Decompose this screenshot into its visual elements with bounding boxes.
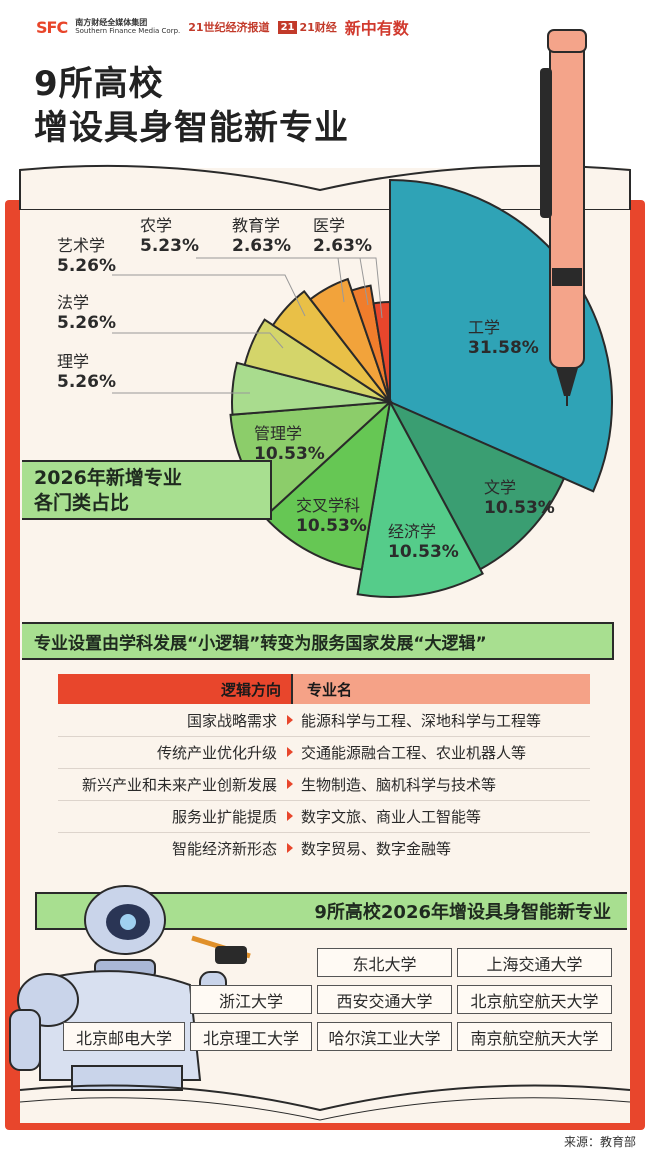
pie-label-name: 理学 xyxy=(57,352,90,371)
university-nuaa: 南京航空航天大学 xyxy=(457,1022,612,1051)
pie-label-jingjixue: 经济学 10.53% xyxy=(388,522,459,562)
pie-label-value: 5.26% xyxy=(57,372,116,392)
pie-label-value: 2.63% xyxy=(313,236,372,256)
pie-label-name: 艺术学 xyxy=(57,236,106,255)
21caijing-logo: 21财经 xyxy=(299,21,337,34)
pie-slice-6 xyxy=(243,318,391,403)
book-bottom-curve xyxy=(19,1084,631,1121)
pie-slice-1 xyxy=(387,399,566,571)
pen-icon xyxy=(540,29,587,406)
arrow-right-icon xyxy=(287,811,293,821)
pie-label-yixue: 医学 2.63% xyxy=(313,216,372,256)
title-line-2: 增设具身智能新专业 xyxy=(34,108,349,148)
university-dongbei: 东北大学 xyxy=(317,948,452,977)
header-majors: 专业名 xyxy=(291,674,590,704)
pie-label-value: 5.23% xyxy=(140,236,199,256)
row-majors: 数字贸易、数字金融等 xyxy=(301,839,452,858)
header-direction: 逻辑方向 xyxy=(58,674,291,704)
pie-section-banner: 2026年新增专业 各门类占比 xyxy=(22,460,272,520)
pie-label-gongxue: 工学 31.58% xyxy=(468,318,539,358)
pie-label-name: 管理学 xyxy=(254,424,303,443)
pie-label-value: 5.26% xyxy=(57,313,116,333)
pie-label-faxue: 法学 5.26% xyxy=(57,293,116,333)
row-direction: 智能经济新形态 xyxy=(171,839,277,858)
row-direction: 传统产业优化升级 xyxy=(156,743,277,762)
pie-label-wenxue: 文学 10.53% xyxy=(484,478,555,518)
row-majors: 生物制造、脑机科学与技术等 xyxy=(301,775,497,794)
pie-slice-2 xyxy=(356,398,484,598)
arrow-right-icon xyxy=(287,715,293,725)
university-beihang: 北京航空航天大学 xyxy=(457,985,612,1014)
pie-banner-line-1: 2026年新增专业 xyxy=(34,467,182,489)
sfc-logo: SFC xyxy=(36,17,68,37)
logic-table-header: 逻辑方向 专业名 xyxy=(58,674,590,704)
robot-icon xyxy=(9,885,251,1091)
sfc-logo-text: 南方财经全媒体集团 Southern Finance Media Corp. xyxy=(75,18,180,36)
pie-label-nongxue: 农学 5.23% xyxy=(140,216,199,256)
pie-slice-7 xyxy=(271,289,391,403)
title-line-1: 9所高校 xyxy=(34,64,164,104)
pie-label-jiaochaxueke: 交叉学科 10.53% xyxy=(296,496,367,536)
pie-label-value: 5.26% xyxy=(57,256,116,276)
table-row: 服务业扩能提质 数字文旅、商业人工智能等 xyxy=(58,800,590,833)
pie-label-value: 2.63% xyxy=(232,236,291,256)
pie-label-name: 教育学 xyxy=(232,216,281,235)
arrow-right-icon xyxy=(287,779,293,789)
row-direction: 国家战略需求 xyxy=(186,711,277,730)
pie-label-name: 文学 xyxy=(484,478,517,497)
arrow-right-icon xyxy=(287,747,293,757)
arrow-right-icon xyxy=(287,843,293,853)
pie-slice-3 xyxy=(263,399,392,571)
pie-label-lixue: 理学 5.26% xyxy=(57,352,116,392)
university-xian-jiaotong: 西安交通大学 xyxy=(317,985,452,1014)
table-row: 传统产业优化升级 交通能源融合工程、农业机器人等 xyxy=(58,736,590,769)
sfc-logo-cn: 南方财经全媒体集团 xyxy=(75,18,148,27)
table-row: 智能经济新形态 数字贸易、数字金融等 xyxy=(58,832,590,864)
logic-banner: 专业设置由学科发展“小逻辑”转变为服务国家发展“大逻辑” xyxy=(22,622,614,660)
pie-slice-8 xyxy=(308,277,391,403)
pie-slice-10 xyxy=(372,300,391,403)
pie-label-name: 交叉学科 xyxy=(296,496,361,515)
university-bupt: 北京邮电大学 xyxy=(63,1022,185,1051)
pie-label-name: 农学 xyxy=(140,216,173,235)
pie-label-yishuxue: 艺术学 5.26% xyxy=(57,236,116,276)
pie-label-value: 31.58% xyxy=(468,338,539,358)
row-majors: 数字文旅、商业人工智能等 xyxy=(301,807,482,826)
pie-label-value: 10.53% xyxy=(388,542,459,562)
university-shanghai-jiaotong: 上海交通大学 xyxy=(457,948,612,977)
university-zhejiang: 浙江大学 xyxy=(190,985,312,1014)
row-direction: 新兴产业和未来产业创新发展 xyxy=(81,775,277,794)
pie-label-guanlixue: 管理学 10.53% xyxy=(254,424,325,464)
pie-leader-lines xyxy=(112,257,383,394)
pie-banner-line-2: 各门类占比 xyxy=(34,492,130,514)
row-direction: 服务业扩能提质 xyxy=(171,807,277,826)
21st-century-logo: 21世纪经济报道 xyxy=(188,21,270,34)
pie-slice-5 xyxy=(231,361,391,416)
sfc-logo-en: Southern Finance Media Corp. xyxy=(75,27,181,35)
university-hit: 哈尔滨工业大学 xyxy=(317,1022,452,1051)
pie-label-name: 法学 xyxy=(57,293,90,312)
xinzhongyoushu-logo: 新中有数 xyxy=(344,19,409,38)
table-row: 新兴产业和未来产业创新发展 生物制造、脑机科学与技术等 xyxy=(58,768,590,801)
pie-label-name: 医学 xyxy=(313,216,346,235)
header-logos: SFC 南方财经全媒体集团 Southern Finance Media Cor… xyxy=(36,16,409,39)
source-note: 来源：教育部 xyxy=(563,1135,636,1149)
pie-label-value: 10.53% xyxy=(296,516,367,536)
pie-slice-9 xyxy=(350,284,391,403)
pie-label-jiaoyuxue: 教育学 2.63% xyxy=(232,216,291,256)
row-majors: 能源科学与工程、深地科学与工程等 xyxy=(301,711,542,730)
university-bit: 北京理工大学 xyxy=(190,1022,312,1051)
table-row: 国家战略需求 能源科学与工程、深地科学与工程等 xyxy=(58,704,590,737)
pie-label-name: 经济学 xyxy=(388,522,437,541)
21caijing-logo-mark: 21 xyxy=(277,20,298,34)
row-majors: 交通能源融合工程、农业机器人等 xyxy=(301,743,527,762)
pie-label-value: 10.53% xyxy=(254,444,325,464)
pie-label-value: 10.53% xyxy=(484,498,555,518)
pie-label-name: 工学 xyxy=(468,318,501,337)
page-title: 9所高校 增设具身智能新专业 xyxy=(34,62,349,150)
